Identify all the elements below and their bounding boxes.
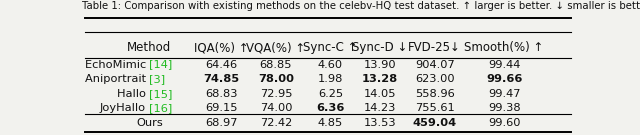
- Text: [3]: [3]: [150, 74, 166, 84]
- Text: 69.15: 69.15: [205, 103, 237, 113]
- Text: 78.00: 78.00: [258, 74, 294, 84]
- Text: [15]: [15]: [150, 89, 173, 99]
- Text: 904.07: 904.07: [415, 60, 454, 70]
- Text: [16]: [16]: [150, 103, 173, 113]
- Text: 72.95: 72.95: [260, 89, 292, 99]
- Text: Hallo: Hallo: [117, 89, 150, 99]
- Text: 99.66: 99.66: [486, 74, 522, 84]
- Text: 13.28: 13.28: [362, 74, 398, 84]
- Text: [14]: [14]: [150, 60, 173, 70]
- Text: Sync-D ↓: Sync-D ↓: [353, 41, 408, 54]
- Text: 14.05: 14.05: [364, 89, 396, 99]
- Text: 6.36: 6.36: [316, 103, 345, 113]
- Text: Smooth(%) ↑: Smooth(%) ↑: [465, 41, 544, 54]
- Text: JoyHallo: JoyHallo: [100, 103, 150, 113]
- Text: 558.96: 558.96: [415, 89, 454, 99]
- Text: Table 1: Comparison with existing methods on the celebv-HQ test dataset. ↑ large: Table 1: Comparison with existing method…: [83, 1, 640, 11]
- Text: 74.00: 74.00: [260, 103, 292, 113]
- Text: 99.44: 99.44: [488, 60, 520, 70]
- Text: 14.23: 14.23: [364, 103, 396, 113]
- Text: 1.98: 1.98: [318, 74, 343, 84]
- Text: 99.60: 99.60: [488, 118, 520, 128]
- Text: 13.53: 13.53: [364, 118, 396, 128]
- Text: EchoMimic: EchoMimic: [84, 60, 150, 70]
- Text: Method: Method: [127, 41, 172, 54]
- Text: 4.60: 4.60: [318, 60, 343, 70]
- Text: 755.61: 755.61: [415, 103, 454, 113]
- Text: IQA(%) ↑: IQA(%) ↑: [194, 41, 249, 54]
- Text: Aniportrait: Aniportrait: [84, 74, 150, 84]
- Text: 623.00: 623.00: [415, 74, 454, 84]
- Text: 459.04: 459.04: [413, 118, 457, 128]
- Text: 99.38: 99.38: [488, 103, 520, 113]
- Text: 4.85: 4.85: [318, 118, 343, 128]
- Text: 74.85: 74.85: [204, 74, 239, 84]
- Text: 99.47: 99.47: [488, 89, 520, 99]
- Text: 68.85: 68.85: [260, 60, 292, 70]
- Text: 72.42: 72.42: [260, 118, 292, 128]
- Text: 68.83: 68.83: [205, 89, 237, 99]
- Text: Sync-C ↑: Sync-C ↑: [303, 41, 358, 54]
- Text: Ours: Ours: [136, 118, 163, 128]
- Text: VQA(%) ↑: VQA(%) ↑: [246, 41, 305, 54]
- Text: 64.46: 64.46: [205, 60, 237, 70]
- Text: 13.90: 13.90: [364, 60, 396, 70]
- Text: FVD-25↓: FVD-25↓: [408, 41, 461, 54]
- Text: 6.25: 6.25: [318, 89, 343, 99]
- Text: 68.97: 68.97: [205, 118, 237, 128]
